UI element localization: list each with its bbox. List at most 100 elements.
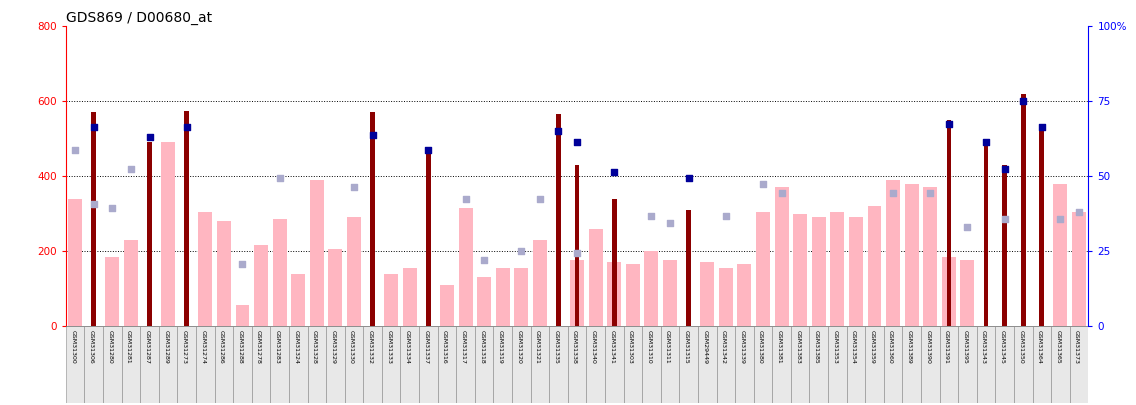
Bar [495,268,510,326]
Bar [793,214,807,326]
Bar [161,143,175,326]
Bar [184,111,189,326]
Bar [557,114,561,326]
Bar [84,326,103,403]
Bar [140,326,159,403]
Text: GSM31328: GSM31328 [312,330,317,364]
Bar [924,188,937,326]
Bar [1033,326,1051,403]
Bar [719,268,733,326]
Text: GSM31273: GSM31273 [182,330,186,364]
Text: GSM31360: GSM31360 [888,330,893,364]
Text: GSM31334: GSM31334 [404,330,410,364]
Bar [512,326,531,403]
Bar [459,208,473,326]
Text: GSM31280: GSM31280 [108,330,112,364]
Bar [642,326,661,403]
Bar [626,264,640,326]
Bar [273,219,286,326]
Bar [960,260,975,326]
Text: GSM31288: GSM31288 [237,330,242,364]
Point [679,175,698,181]
Bar [644,251,659,326]
Text: GSM31385: GSM31385 [813,330,819,364]
Bar [575,165,579,326]
Bar [775,188,788,326]
Bar [995,326,1014,403]
Point [642,212,660,219]
Text: GSM31310: GSM31310 [646,330,651,364]
Text: GSM31316: GSM31316 [442,330,446,364]
Bar [772,326,791,403]
Bar [700,262,715,326]
Bar [215,326,233,403]
Bar [868,206,882,326]
Bar [698,326,717,403]
Bar [810,326,828,403]
Point [550,128,568,134]
Text: GSM31278: GSM31278 [256,330,261,364]
Bar [159,326,177,403]
Text: GSM31359: GSM31359 [869,330,875,364]
Text: GSM31342: GSM31342 [721,330,726,364]
Text: GSM31303: GSM31303 [628,330,633,364]
Text: GSM31289: GSM31289 [164,330,168,364]
Bar [122,326,140,403]
Text: GSM31340: GSM31340 [591,330,595,364]
Bar [828,326,846,403]
Point [531,196,549,202]
Bar [326,326,344,403]
Point [345,184,364,191]
Bar [605,326,624,403]
Bar [457,326,475,403]
Point [122,165,140,172]
Bar [977,326,995,403]
Bar [310,180,324,326]
Bar [737,264,751,326]
Text: GSM31345: GSM31345 [1000,330,1004,364]
Text: GSM31319: GSM31319 [498,330,503,364]
Bar [679,326,698,403]
Bar [1053,184,1068,326]
Bar [586,326,605,403]
Point [605,169,624,176]
Bar [437,326,457,403]
Bar [148,143,152,326]
Bar [124,240,137,326]
Text: GSM31283: GSM31283 [275,330,279,364]
Bar [344,326,364,403]
Bar [199,212,212,326]
Bar [942,257,955,326]
Text: GSM31381: GSM31381 [777,330,782,364]
Bar [984,143,988,326]
Text: GSM31390: GSM31390 [926,330,930,364]
Text: GSM31286: GSM31286 [219,330,224,364]
Bar [477,277,491,326]
Bar [1070,326,1088,403]
Point [1070,209,1088,215]
Text: GSM31341: GSM31341 [609,330,615,364]
Point [921,190,939,196]
Point [568,139,586,146]
Bar [403,268,417,326]
Bar [946,120,951,326]
Text: GSM31333: GSM31333 [386,330,391,364]
Text: GSM29449: GSM29449 [702,330,708,364]
Text: GSM31338: GSM31338 [573,330,577,364]
Bar [568,326,586,403]
Text: GSM31354: GSM31354 [851,330,855,364]
Point [568,250,586,256]
Text: GSM31274: GSM31274 [200,330,206,364]
Text: GSM31395: GSM31395 [962,330,968,364]
Bar [570,260,584,326]
Point [939,121,958,127]
Text: GSM31306: GSM31306 [89,330,94,364]
Point [103,205,122,211]
Point [1033,124,1051,131]
Text: GSM31318: GSM31318 [479,330,484,364]
Bar [735,326,753,403]
Bar [252,326,270,403]
Bar [308,326,326,403]
Bar [1014,326,1033,403]
Point [364,132,382,138]
